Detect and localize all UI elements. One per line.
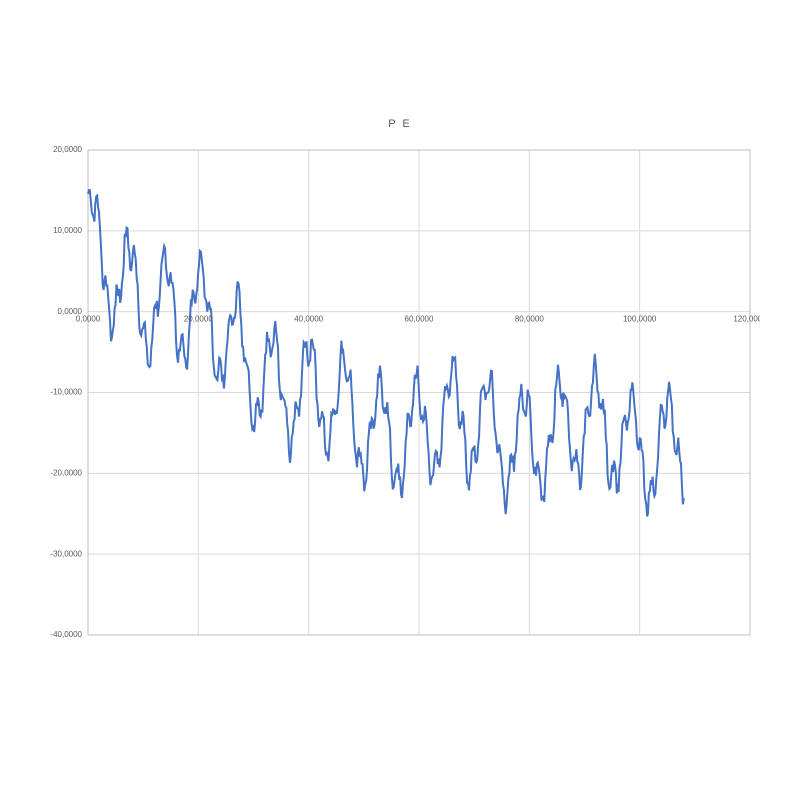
pe-chart: 0,0000 20,0000 40,0000 60,0000 80,0000 100,00…	[40, 140, 760, 660]
y-tick-label: 0,0000	[58, 307, 83, 316]
y-tick-label: 20,0000	[53, 145, 82, 154]
x-tick-label: 20,0000	[184, 315, 213, 324]
x-tick-label: 60,0000	[405, 315, 434, 324]
chart-title: P E	[0, 118, 800, 130]
y-tick-label: 10,0000	[53, 226, 82, 235]
x-tick-label: 40,0000	[294, 315, 323, 324]
y-tick-label: -30,0000	[50, 549, 82, 558]
x-tick-label: 80,0000	[515, 315, 544, 324]
chart-svg: 0,0000 20,0000 40,0000 60,0000 80,0000 100,00…	[40, 140, 760, 660]
x-tick-label: 0,0000	[76, 315, 101, 324]
x-tick-label: 120,0000	[733, 315, 760, 324]
y-tick-label: -10,0000	[50, 388, 82, 397]
y-tick-label: -20,0000	[50, 468, 82, 477]
x-tick-label: 100,0000	[623, 315, 657, 324]
y-tick-label: -40,0000	[50, 630, 82, 639]
